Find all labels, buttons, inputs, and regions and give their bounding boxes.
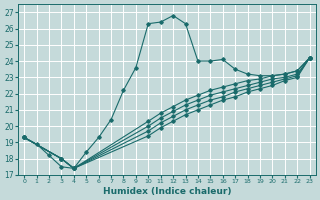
X-axis label: Humidex (Indice chaleur): Humidex (Indice chaleur) bbox=[103, 187, 231, 196]
